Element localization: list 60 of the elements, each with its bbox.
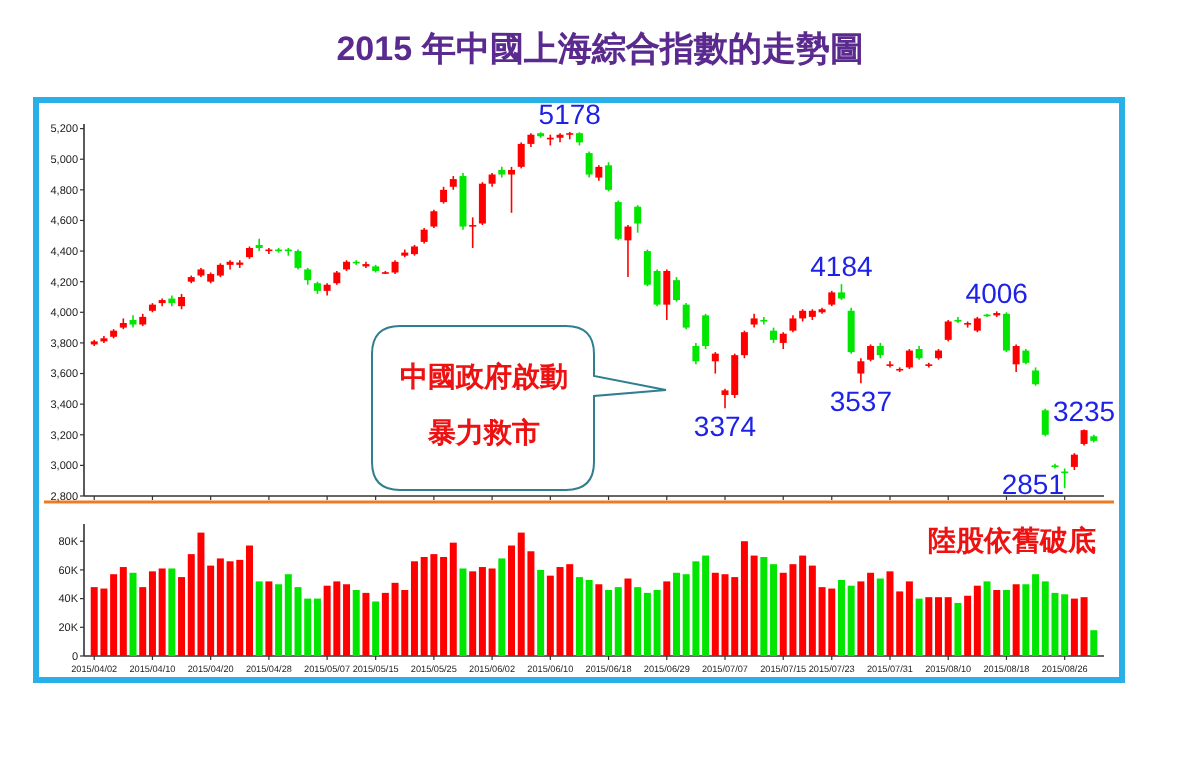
candlestick <box>760 316 768 326</box>
bar <box>1012 584 1020 656</box>
candlestick <box>740 329 748 360</box>
bar <box>265 581 273 656</box>
candlestick <box>944 319 952 343</box>
candlestick <box>624 224 632 278</box>
candlestick <box>702 313 710 350</box>
candlestick <box>682 302 690 330</box>
candlestick <box>469 216 477 249</box>
bar <box>498 558 506 656</box>
candlestick <box>294 248 302 271</box>
bar <box>876 578 884 656</box>
bar <box>624 578 632 656</box>
bar <box>983 581 991 656</box>
chart-title: 2015 年中國上海綜合指數的走勢圖 <box>336 30 864 68</box>
bar <box>372 601 380 656</box>
bar <box>993 590 1001 656</box>
candlestick <box>711 351 719 375</box>
bar <box>1002 590 1010 656</box>
candlestick <box>857 357 865 384</box>
candlestick <box>847 306 855 355</box>
candlestick <box>508 166 515 214</box>
candlestick <box>673 276 680 303</box>
annotation: 陸股依舊破底 <box>928 524 1096 556</box>
candlestick <box>1032 366 1040 387</box>
bar <box>459 568 467 656</box>
annotation: 4184 <box>810 250 874 283</box>
bar <box>168 568 176 656</box>
candlestick <box>1041 407 1049 438</box>
bar <box>954 602 962 656</box>
annotation: 2851 <box>1001 468 1065 500</box>
annotation: 3374 <box>693 410 757 443</box>
bar <box>352 590 360 656</box>
annotation: 4006 <box>965 277 1029 310</box>
bar <box>129 572 137 656</box>
annotation: 3537 <box>829 385 893 418</box>
bar <box>537 569 545 656</box>
bar <box>1090 630 1098 656</box>
candlestick <box>614 199 622 242</box>
candlestick <box>634 204 642 234</box>
candlestick <box>1002 311 1010 353</box>
candlestick <box>585 150 593 179</box>
candlestick <box>692 342 700 366</box>
annotation: 3235 <box>1052 395 1116 428</box>
bar <box>595 584 603 656</box>
annotation: 中國政府啟動 <box>400 360 568 392</box>
candlestick <box>517 141 525 170</box>
candlestick <box>255 238 263 252</box>
annotation: 暴力救市 <box>426 416 540 448</box>
candlestick <box>478 181 486 226</box>
candlestick <box>905 348 913 370</box>
candlestick <box>663 268 671 321</box>
bar <box>362 592 370 656</box>
annotation: 5178 <box>538 97 602 130</box>
candlestick <box>1012 343 1020 373</box>
candlestick <box>605 161 613 193</box>
bar <box>255 581 263 656</box>
bar <box>915 598 923 656</box>
bar <box>663 581 671 656</box>
candlestick <box>430 208 438 229</box>
